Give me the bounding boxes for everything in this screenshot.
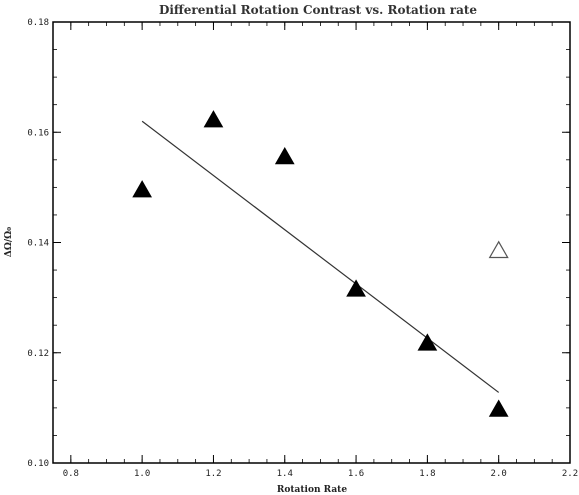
x-axis: 0.8 1.0 1.2 1.4 1.6 1.8 2.0 2.2 — [52, 22, 578, 479]
x-tick-label: 2.2 — [562, 469, 578, 479]
x-tick-label: 1.8 — [419, 469, 435, 479]
chart-title: Differential Rotation Contrast vs. Rotat… — [159, 3, 477, 17]
y-tick-label: 0.14 — [27, 239, 49, 249]
y-tick-label: 0.10 — [27, 459, 49, 469]
y-axis: 0.10 0.12 0.14 0.16 0.18 — [27, 18, 570, 469]
x-tick-label: 0.8 — [63, 469, 79, 479]
data-point-filled-triangle — [274, 147, 295, 165]
y-axis-label: ΔΩ/Ω₀ — [4, 227, 14, 257]
x-axis-label: Rotation Rate — [277, 485, 347, 495]
x-tick-label: 1.6 — [348, 469, 364, 479]
x-tick-label: 1.2 — [205, 469, 221, 479]
x-tick-label: 1.4 — [277, 469, 293, 479]
data-point-filled-triangle — [346, 279, 366, 297]
fit-line — [141, 120, 500, 393]
data-point-filled-triangle — [132, 180, 152, 198]
fit-line-layer — [141, 120, 500, 393]
y-tick-label: 0.18 — [27, 18, 49, 28]
x-tick-label: 1.0 — [134, 469, 150, 479]
y-tick-label: 0.16 — [27, 128, 49, 138]
data-point-open-triangle — [488, 240, 509, 259]
data-point-filled-triangle — [203, 110, 224, 128]
data-point-filled-triangle — [488, 399, 509, 417]
data-points-layer — [132, 110, 509, 417]
y-tick-label: 0.12 — [27, 349, 49, 359]
plot-frame — [52, 21, 571, 464]
data-point-filled-triangle — [417, 333, 438, 351]
x-tick-label: 2.0 — [491, 469, 507, 479]
